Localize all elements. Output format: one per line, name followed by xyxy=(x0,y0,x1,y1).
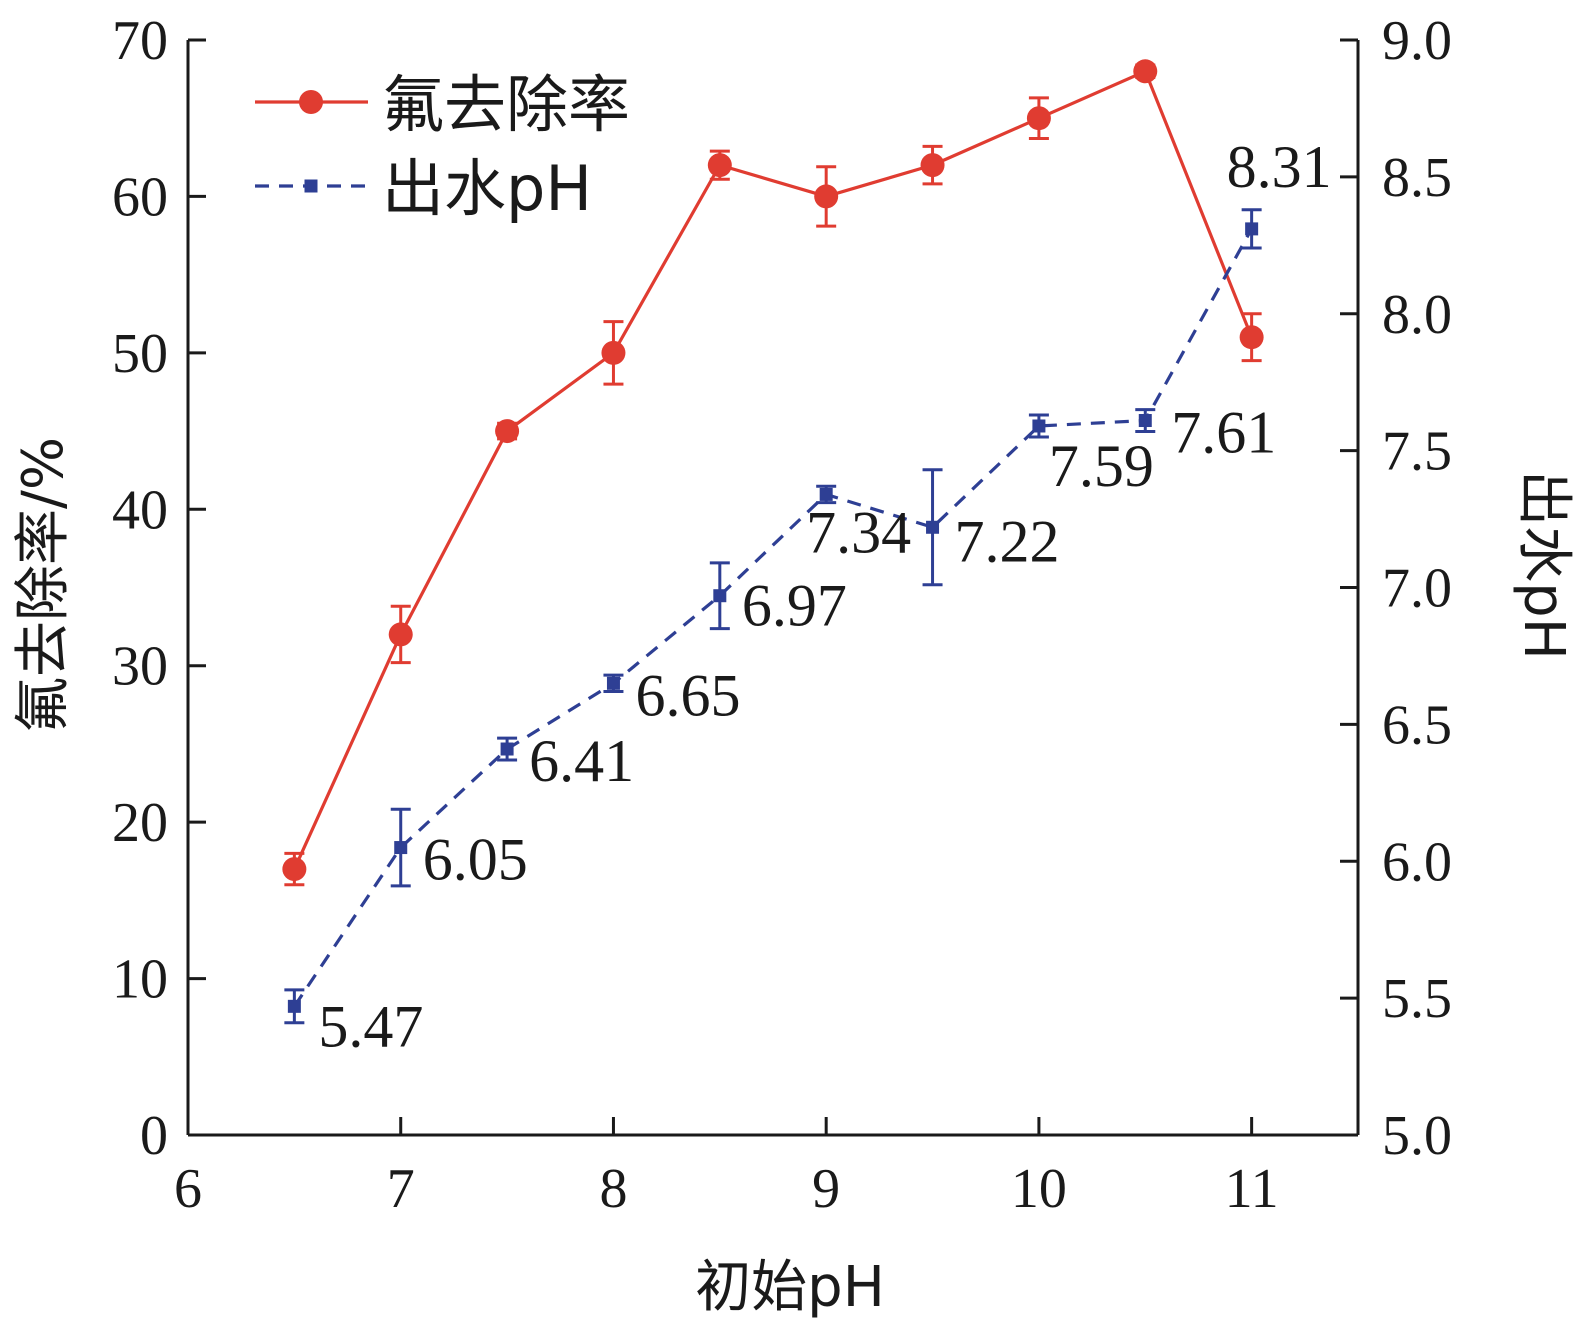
data-point xyxy=(920,153,945,178)
y-tick-label: 70 xyxy=(112,10,168,72)
y-tick-label: 30 xyxy=(112,636,168,698)
legend-label: 氟去除率 xyxy=(382,68,630,141)
series-1 xyxy=(282,59,1264,887)
series-2 xyxy=(284,208,1262,1025)
y2-tick-label: 6.0 xyxy=(1382,831,1452,893)
data-label: 6.97 xyxy=(742,573,847,639)
data-point xyxy=(926,520,940,534)
right-y-axis-title: 出水pH xyxy=(1511,470,1576,660)
data-point xyxy=(495,419,520,444)
legend-marker xyxy=(299,90,323,114)
y2-tick-label: 7.0 xyxy=(1382,558,1452,620)
x-tick-label: 11 xyxy=(1225,1158,1279,1220)
data-point xyxy=(1032,419,1046,433)
y-tick-label: 10 xyxy=(112,949,168,1011)
data-point xyxy=(601,340,626,365)
data-point xyxy=(713,589,727,603)
data-point xyxy=(1133,59,1158,84)
data-label: 6.05 xyxy=(423,827,528,893)
data-label: 7.61 xyxy=(1171,400,1276,466)
data-label: 5.47 xyxy=(318,993,423,1059)
y2-tick-label: 6.5 xyxy=(1382,694,1452,756)
x-axis-title: 初始pH xyxy=(695,1255,885,1320)
right-y-axis-ticks: 5.0 5.5 6.0 6.5 7.0 7.5 8.0 8.5 9.0 xyxy=(1340,10,1452,1167)
y-tick-label: 50 xyxy=(112,323,168,385)
data-point xyxy=(707,153,732,178)
y-tick-label: 20 xyxy=(112,792,168,854)
y2-tick-label: 8.0 xyxy=(1382,284,1452,346)
data-point xyxy=(814,184,839,209)
left-y-axis-title: 氟去除率/% xyxy=(11,437,76,733)
data-labels: 5.47 6.056.416.656.97 7.34 7.22 7.59 7.61 8.31 xyxy=(318,134,1331,1059)
legend-marker xyxy=(304,179,318,193)
data-point xyxy=(1138,414,1152,428)
legend-label: 出水pH xyxy=(382,152,592,225)
data-point xyxy=(500,742,514,756)
data-label: 6.65 xyxy=(635,662,740,728)
data-point xyxy=(388,622,413,647)
x-tick-label: 6 xyxy=(174,1158,202,1220)
data-label: 6.41 xyxy=(529,728,634,794)
left-y-axis-ticks: 0 10 20 30 40 50 60 70 xyxy=(112,10,206,1167)
series-line xyxy=(292,69,1254,870)
data-label: 8.31 xyxy=(1227,134,1332,200)
y-tick-label: 40 xyxy=(112,479,168,541)
x-axis-ticks: 6 7 8 9 10 11 xyxy=(174,1117,1279,1220)
series-line xyxy=(293,228,1254,1008)
y2-tick-label: 5.5 xyxy=(1382,968,1452,1030)
data-point xyxy=(287,999,301,1013)
data-label: 7.22 xyxy=(955,508,1060,574)
series-layer xyxy=(282,59,1264,1025)
y2-tick-label: 5.0 xyxy=(1382,1105,1452,1167)
x-tick-label: 9 xyxy=(812,1158,840,1220)
y-tick-label: 60 xyxy=(112,166,168,228)
y2-tick-label: 8.5 xyxy=(1382,147,1452,209)
data-label: 7.59 xyxy=(1049,433,1154,499)
data-point xyxy=(394,841,408,855)
x-tick-label: 10 xyxy=(1011,1158,1067,1220)
legend-item-1: 氟去除率 xyxy=(255,68,630,141)
data-label: 7.34 xyxy=(806,499,911,565)
x-tick-label: 8 xyxy=(599,1158,627,1220)
data-point xyxy=(282,857,307,882)
data-point xyxy=(1245,222,1259,236)
y-tick-label: 0 xyxy=(140,1105,168,1167)
y2-tick-label: 9.0 xyxy=(1382,10,1452,72)
data-point xyxy=(1026,106,1051,131)
data-point xyxy=(606,676,620,690)
data-point xyxy=(1239,325,1264,350)
x-tick-label: 7 xyxy=(387,1158,415,1220)
data-point xyxy=(819,487,833,501)
y2-tick-label: 7.5 xyxy=(1382,421,1452,483)
legend-item-2: 出水pH xyxy=(255,152,592,225)
